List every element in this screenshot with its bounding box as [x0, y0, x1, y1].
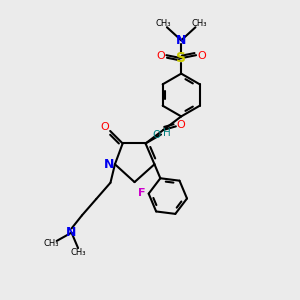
Text: N: N	[104, 158, 114, 171]
Text: O: O	[197, 51, 206, 61]
Text: N: N	[176, 34, 186, 47]
Text: S: S	[176, 51, 186, 65]
Text: F: F	[138, 188, 146, 198]
Text: CH₃: CH₃	[155, 19, 170, 28]
Text: CH₃: CH₃	[192, 19, 207, 28]
Text: CH₃: CH₃	[44, 238, 59, 247]
Text: O: O	[152, 130, 160, 140]
Text: N: N	[66, 226, 77, 239]
Text: O: O	[101, 122, 110, 131]
Text: O: O	[176, 120, 185, 130]
Text: CH₃: CH₃	[70, 248, 86, 257]
Text: O: O	[157, 51, 165, 61]
Text: H: H	[164, 128, 171, 138]
